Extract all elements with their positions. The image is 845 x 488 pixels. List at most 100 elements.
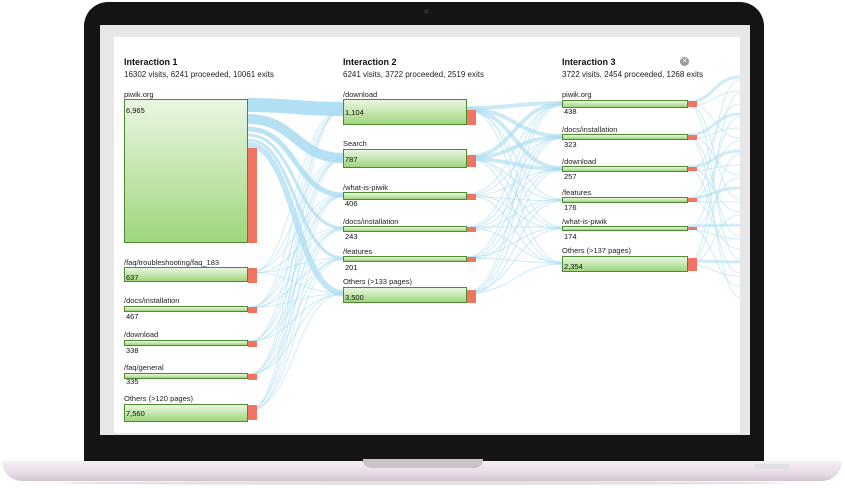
- node-value: 467: [126, 312, 139, 321]
- flow-layer: [247, 75, 740, 413]
- flow-link: [247, 294, 344, 342]
- flow-link: [687, 168, 740, 274]
- node-value: 3,500: [345, 293, 364, 302]
- node-value: 637: [126, 273, 139, 282]
- flow-link: [247, 157, 344, 376]
- flow-link: [466, 103, 563, 258]
- exit-bar[interactable]: [467, 227, 476, 232]
- exit-bar[interactable]: [688, 258, 697, 271]
- flow-link: [247, 293, 344, 411]
- node-bar[interactable]: [124, 340, 248, 346]
- node-value: 787: [345, 155, 358, 164]
- node-value: 176: [564, 203, 577, 212]
- flow-link: [247, 108, 344, 377]
- node-label: piwik.org: [124, 90, 154, 99]
- close-icon[interactable]: ✕: [680, 57, 689, 66]
- node-value: 338: [126, 346, 139, 355]
- node-bar[interactable]: [343, 287, 467, 303]
- flow-link: [687, 137, 740, 298]
- node-bar[interactable]: [343, 149, 467, 168]
- node-label: /download: [562, 157, 597, 166]
- flow-link: [247, 108, 344, 275]
- node-value: 438: [564, 107, 577, 116]
- node-bar[interactable]: [562, 226, 688, 231]
- node-bar[interactable]: [562, 166, 688, 172]
- exit-bar[interactable]: [688, 198, 697, 202]
- node-value: 174: [564, 232, 577, 241]
- flow-link: [466, 200, 563, 296]
- flow-link: [247, 158, 344, 412]
- node-value: 257: [564, 172, 577, 181]
- node-label: Others (>137 pages): [562, 246, 631, 255]
- flow-link: [466, 227, 563, 258]
- node-bar[interactable]: [124, 306, 248, 312]
- exit-bar[interactable]: [467, 155, 476, 167]
- node-bar[interactable]: [343, 256, 467, 262]
- transitions-panel: Interaction 1 16302 visits, 6241 proceed…: [114, 37, 740, 433]
- node-bar[interactable]: [562, 134, 688, 140]
- flow-link: [247, 157, 344, 274]
- column-title: Interaction 1: [124, 57, 178, 67]
- flow-link: [687, 103, 740, 200]
- exit-bar[interactable]: [248, 341, 257, 347]
- node-bar[interactable]: [562, 100, 688, 108]
- laptop-base: [2, 461, 842, 481]
- node-label: piwik.org: [562, 90, 592, 99]
- exit-bar[interactable]: [688, 135, 697, 140]
- node-label: /features: [343, 247, 373, 256]
- node-label: /docs/installation: [562, 125, 618, 134]
- flow-link: [247, 126, 344, 198]
- laptop-camera: [424, 9, 429, 14]
- node-label: /docs/installation: [343, 217, 399, 226]
- flow-link: [687, 104, 740, 261]
- flow-link: [687, 116, 740, 229]
- node-bar[interactable]: [124, 404, 248, 422]
- flow-link: [466, 193, 563, 230]
- exit-bar[interactable]: [467, 290, 476, 303]
- node-value: 2,354: [564, 262, 583, 271]
- flow-link: [247, 228, 344, 413]
- node-value: 335: [126, 377, 139, 386]
- flow-link: [247, 195, 344, 411]
- node-bar[interactable]: [343, 192, 467, 200]
- flow-link: [687, 92, 740, 263]
- flow-link: [247, 138, 344, 260]
- flow-link: [466, 156, 563, 229]
- flow-link: [466, 135, 563, 160]
- node-bar[interactable]: [124, 373, 248, 379]
- flow-link: [466, 137, 563, 196]
- column-summary: 6241 visits, 3722 proceeded, 2519 exits: [343, 70, 484, 79]
- exit-bar[interactable]: [688, 227, 697, 230]
- exit-bar[interactable]: [688, 167, 697, 171]
- node-bar[interactable]: [124, 267, 248, 282]
- exit-bar[interactable]: [248, 374, 257, 380]
- exit-bar[interactable]: [248, 148, 257, 243]
- exit-bar[interactable]: [688, 101, 697, 107]
- flow-link: [466, 169, 563, 295]
- flow-link: [247, 109, 344, 413]
- exit-bar[interactable]: [467, 110, 476, 125]
- node-label: /features: [562, 188, 592, 197]
- exit-bar[interactable]: [248, 405, 257, 420]
- node-value: 7,560: [126, 409, 145, 418]
- exit-bar[interactable]: [467, 194, 476, 200]
- column-title: Interaction 2: [343, 57, 397, 67]
- column-title: Interaction 3: [562, 57, 616, 67]
- exit-bar[interactable]: [467, 257, 476, 262]
- node-bar[interactable]: [562, 256, 688, 272]
- node-bar[interactable]: [343, 99, 467, 125]
- node-label: Others (>133 pages): [343, 277, 412, 286]
- column-summary: 3722 visits, 2454 proceeded, 1268 exits: [562, 70, 703, 79]
- exit-bar[interactable]: [248, 268, 257, 283]
- flow-link: [687, 136, 740, 237]
- node-label: /download: [343, 90, 378, 99]
- flow-link: [466, 102, 563, 159]
- node-value: 1,104: [345, 108, 364, 117]
- node-label: /what-is-piwik: [562, 217, 608, 226]
- flow-link: [466, 104, 563, 195]
- node-bar[interactable]: [343, 226, 467, 232]
- exit-bar[interactable]: [248, 307, 257, 313]
- flow-link: [247, 109, 344, 310]
- node-bar[interactable]: [562, 197, 688, 203]
- node-bar[interactable]: [124, 99, 248, 243]
